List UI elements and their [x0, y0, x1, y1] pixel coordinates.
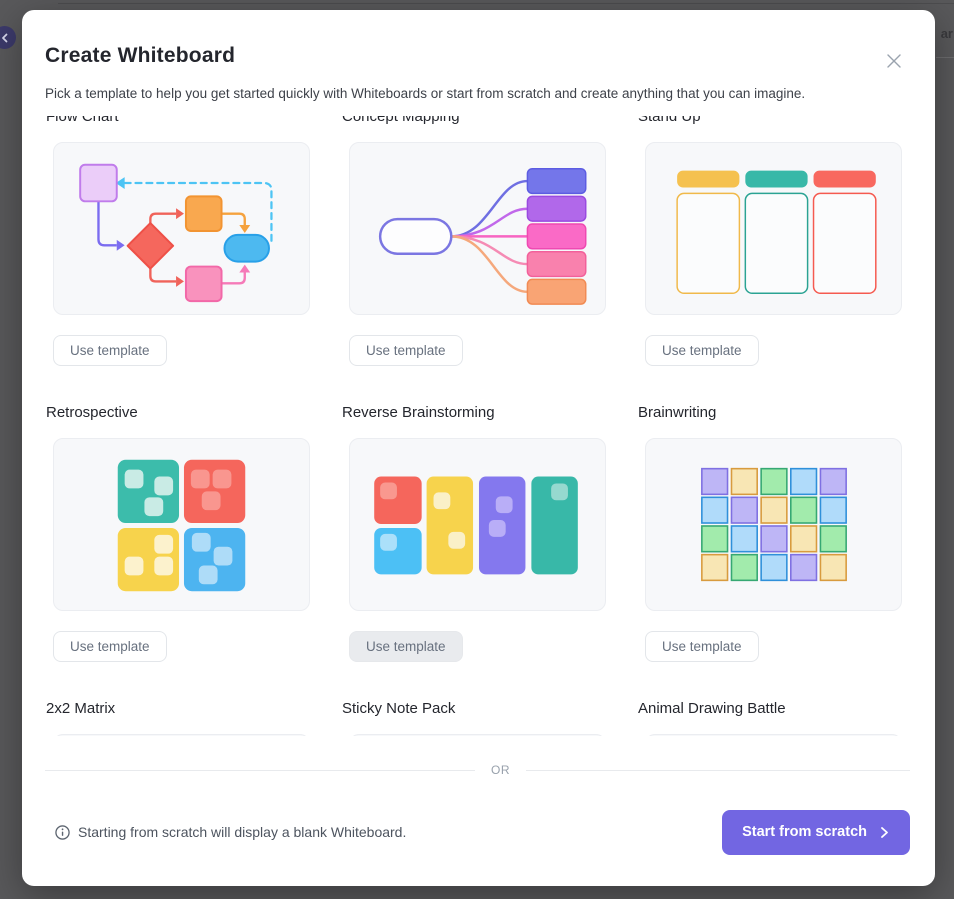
start-from-scratch-button[interactable]: Start from scratch: [722, 809, 910, 855]
template-grid: Flow Chart: [22, 116, 935, 736]
template-title: Sticky Note Pack: [342, 700, 456, 717]
template-card-brainwriting[interactable]: [645, 438, 902, 611]
concept-mapping-preview-graphic: [378, 167, 587, 305]
divider-line: [45, 769, 476, 771]
reverse-brainstorming-preview-graphic: [374, 476, 578, 575]
template-card-animal-drawing-battle[interactable]: [645, 734, 902, 736]
background-divider: [936, 57, 954, 58]
template-card-concept-mapping[interactable]: [349, 142, 606, 315]
create-whiteboard-modal: Create Whiteboard Pick a template to hel…: [22, 10, 935, 886]
template-title: Reverse Brainstorming: [342, 404, 495, 421]
template-card-retrospective[interactable]: [53, 438, 310, 611]
modal-footer: Starting from scratch will display a bla…: [45, 809, 910, 855]
template-card-stand-up[interactable]: [645, 142, 902, 315]
background-app-edge: [58, 3, 954, 4]
modal-subtitle: Pick a template to help you get started …: [45, 86, 806, 101]
template-cell-sticky-note-pack: Sticky Note Pack: [342, 698, 606, 736]
template-cell-flow-chart: Flow Chart: [46, 116, 310, 366]
use-template-button-concept-mapping[interactable]: Use template: [349, 335, 463, 366]
modal-title: Create Whiteboard: [45, 44, 236, 67]
info-icon: [55, 824, 70, 840]
template-title: 2x2 Matrix: [46, 700, 116, 717]
template-cell-reverse-brainstorming: Reverse Brainstorming: [342, 402, 606, 662]
template-title: Concept Mapping: [342, 116, 460, 125]
start-from-scratch-label: Start from scratch: [742, 824, 867, 840]
close-icon: [887, 54, 901, 68]
or-divider: OR: [45, 762, 910, 778]
use-template-button-stand-up[interactable]: Use template: [645, 335, 759, 366]
close-button[interactable]: [881, 48, 907, 74]
sidebar-collapse-button[interactable]: [0, 26, 16, 49]
template-title: Retrospective: [46, 404, 138, 421]
background-clipped-text: ar: [940, 26, 953, 41]
stand-up-preview-graphic: [676, 170, 877, 294]
flow-chart-preview-graphic: [79, 163, 273, 303]
template-cell-retrospective: Retrospective: [46, 402, 310, 662]
template-scroll-area[interactable]: Flow Chart: [22, 116, 935, 736]
divider-line: [526, 769, 910, 771]
retrospective-preview-graphic: [117, 459, 246, 592]
chevron-right-icon: [881, 826, 888, 838]
use-template-button-retrospective[interactable]: Use template: [53, 631, 167, 662]
brainwriting-preview-graphic: [701, 467, 847, 582]
template-card-sticky-note-pack[interactable]: [349, 734, 606, 736]
template-cell-2x2-matrix: 2x2 Matrix: [46, 698, 310, 736]
back-chevron-icon: [1, 33, 7, 42]
template-cell-animal-drawing-battle: Animal Drawing Battle: [638, 698, 902, 736]
template-cell-concept-mapping: Concept Mapping: [342, 116, 606, 366]
scratch-info: Starting from scratch will display a bla…: [55, 824, 406, 840]
template-title: Animal Drawing Battle: [638, 700, 786, 717]
use-template-button-reverse-brainstorming[interactable]: Use template: [349, 631, 463, 662]
use-template-button-flow-chart[interactable]: Use template: [53, 335, 167, 366]
template-title: Flow Chart: [46, 116, 119, 125]
or-label: OR: [491, 763, 511, 777]
scratch-info-text: Starting from scratch will display a bla…: [78, 824, 407, 840]
template-cell-stand-up: Stand Up Use template: [638, 116, 902, 366]
template-title: Stand Up: [638, 116, 701, 125]
template-title: Brainwriting: [638, 404, 717, 421]
template-card-reverse-brainstorming[interactable]: [349, 438, 606, 611]
template-card-flow-chart[interactable]: [53, 142, 310, 315]
template-cell-brainwriting: Brainwriting: [638, 402, 902, 662]
template-card-2x2-matrix[interactable]: [53, 734, 310, 736]
use-template-button-brainwriting[interactable]: Use template: [645, 631, 759, 662]
